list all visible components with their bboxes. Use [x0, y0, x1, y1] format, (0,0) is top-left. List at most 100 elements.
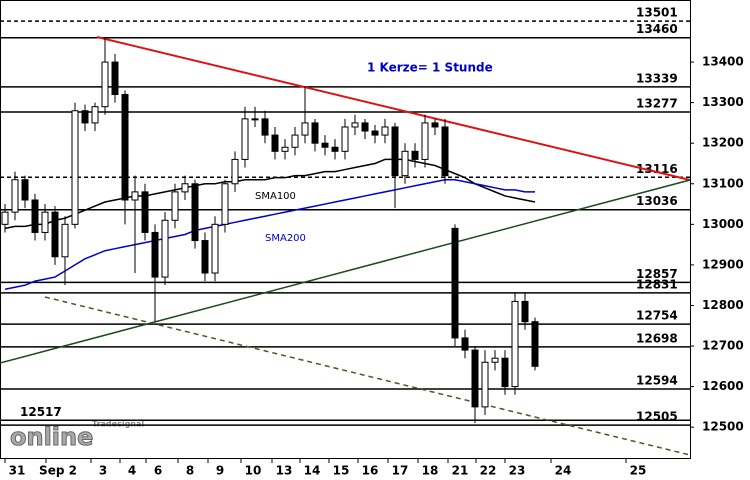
x-tick-label: 18 — [422, 464, 439, 478]
x-tick-label: 15 — [333, 464, 350, 478]
series-label: SMA100 — [255, 191, 296, 202]
candle-body — [201, 240, 209, 274]
candle-body — [431, 122, 439, 128]
x-tick-label: 22 — [480, 464, 497, 478]
candle-body — [221, 183, 229, 225]
candle-body — [181, 183, 189, 193]
level-label: 13339 — [636, 71, 678, 85]
y-tick-label: 13300 — [702, 95, 744, 109]
x-tick-label: 6 — [154, 464, 162, 478]
candle-body — [391, 126, 399, 177]
candle-body — [421, 122, 429, 160]
y-tick-label: 12700 — [702, 339, 744, 353]
candle-body — [21, 179, 29, 201]
candle-body — [411, 150, 419, 160]
candle-body — [291, 134, 299, 148]
y-tick-label: 12900 — [702, 257, 744, 271]
candle-body — [401, 150, 409, 177]
candle-body — [461, 337, 469, 351]
x-tick-label: 9 — [216, 464, 224, 478]
sma-line — [4, 178, 535, 290]
y-tick-label: 13200 — [702, 136, 744, 150]
x-tick-label: 17 — [392, 464, 409, 478]
candle-body — [261, 118, 269, 136]
candle-body — [51, 211, 59, 258]
trend-line — [44, 296, 691, 456]
candle-body — [131, 191, 139, 201]
candle-body — [61, 223, 69, 258]
candle-body — [31, 199, 39, 233]
candle-body — [1, 211, 9, 225]
candle-body — [531, 321, 539, 367]
candle-body — [241, 118, 249, 160]
candle-body — [471, 349, 479, 408]
x-tick-label: 3 — [99, 464, 107, 478]
logo-small: Tradesignal — [92, 420, 144, 429]
x-tick-label: 25 — [630, 464, 647, 478]
x-tick-label: 13 — [276, 464, 293, 478]
candle-body — [101, 61, 109, 108]
x-tick-label: 31 — [9, 464, 26, 478]
y-tick-label: 13400 — [702, 55, 744, 69]
candle-body — [451, 227, 459, 339]
level-label: 12831 — [636, 277, 678, 291]
x-tick-label: 23 — [509, 464, 526, 478]
x-tick-label: 8 — [186, 464, 194, 478]
x-tick-label: Sep 2 — [39, 464, 77, 478]
candle-body — [151, 231, 159, 278]
candle-body — [71, 110, 79, 225]
x-tick-label: 21 — [452, 464, 469, 478]
x-tick-label: 16 — [362, 464, 379, 478]
candle-body — [361, 122, 369, 132]
candle-body — [141, 191, 149, 233]
level-label: 13277 — [636, 96, 678, 110]
candle-body — [231, 158, 239, 185]
level-label: 12505 — [636, 410, 678, 424]
level-label: 12754 — [636, 309, 678, 323]
annotation: 1 Kerze= 1 Stunde — [367, 61, 493, 75]
y-tick-label: 13100 — [702, 176, 744, 190]
level-label: 13116 — [636, 162, 678, 176]
level-label: 13501 — [636, 6, 678, 20]
candle-body — [91, 106, 99, 124]
logo-big: online — [10, 423, 93, 451]
y-tick-label: 12500 — [702, 420, 744, 434]
candle-body — [331, 146, 339, 152]
candle-body — [371, 130, 379, 136]
candle-body — [521, 300, 529, 323]
candle-body — [491, 357, 499, 363]
candle-body — [271, 134, 279, 152]
candle-body — [321, 142, 329, 148]
x-tick-label: 4 — [128, 464, 136, 478]
x-tick-label: 10 — [245, 464, 262, 478]
candle-body — [351, 122, 359, 128]
trend-line — [96, 36, 691, 181]
candle-body — [251, 118, 259, 121]
candle-body — [191, 183, 199, 242]
candle-body — [161, 219, 169, 278]
candle-body — [111, 61, 119, 96]
y-tick-label: 12600 — [702, 379, 744, 393]
candle-body — [171, 191, 179, 221]
level-label: 13460 — [636, 22, 678, 36]
candle-body — [11, 179, 19, 213]
candle-body — [121, 94, 129, 201]
candle-body — [381, 126, 389, 136]
candle-body — [481, 361, 489, 408]
y-tick-label: 13000 — [702, 217, 744, 231]
candle-body — [341, 126, 349, 152]
candle-body — [311, 122, 319, 144]
level-label: 12857 — [636, 267, 678, 281]
x-tick-label: 24 — [555, 464, 572, 478]
candle-body — [41, 211, 49, 233]
candle-body — [211, 223, 219, 274]
x-tick-label: 14 — [304, 464, 321, 478]
candle-body — [511, 300, 519, 388]
y-tick-label: 12800 — [702, 298, 744, 312]
candle-body — [281, 146, 289, 152]
candle-body — [301, 122, 309, 136]
candle-body — [441, 126, 449, 177]
candle-body — [81, 110, 89, 124]
level-label: 12698 — [636, 331, 678, 345]
